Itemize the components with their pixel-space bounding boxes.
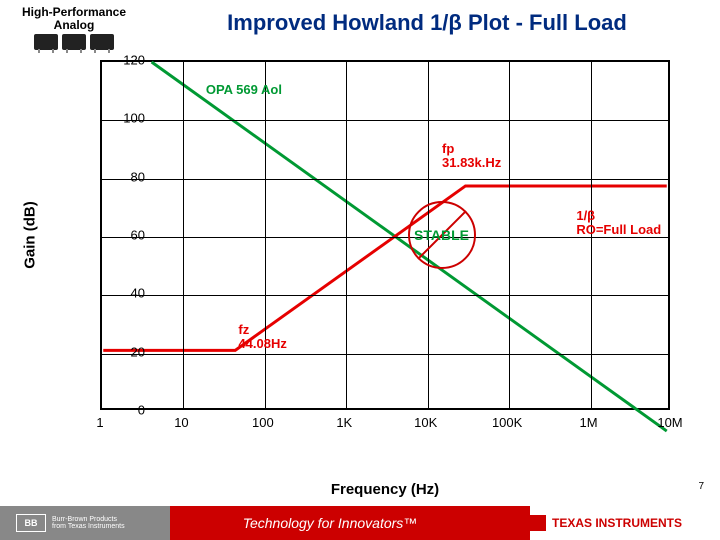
x-tick: 10: [174, 415, 188, 430]
hp-line2: Analog: [6, 19, 142, 32]
header: High-Performance Analog Improved Howland…: [0, 0, 720, 52]
y-tick: 120: [115, 53, 145, 68]
y-axis-label: Gain (dB): [22, 201, 39, 269]
ti-logo: TEXAS INSTRUMENTS: [530, 515, 720, 531]
ti-chip-icon: [530, 515, 546, 531]
chip-icon: [34, 34, 58, 50]
chart-annotation: fz44.08Hz: [238, 323, 286, 352]
page-number: 7: [698, 481, 704, 492]
x-tick: 10M: [657, 415, 682, 430]
chart: Gain (dB) Frequency (Hz) 1101001K10K100K…: [60, 60, 680, 450]
bb-box-icon: BB: [16, 514, 46, 532]
y-tick: 20: [115, 344, 145, 359]
x-tick: 1: [96, 415, 103, 430]
y-tick: 80: [115, 169, 145, 184]
footer-tagline: Technology for Innovators™: [170, 515, 530, 531]
grid-horizontal: [102, 120, 668, 121]
footer: BB Burr-Brown Products from Texas Instru…: [0, 506, 720, 540]
x-tick: 100K: [492, 415, 522, 430]
stable-label: STABLE: [414, 227, 469, 243]
chip-icon: [62, 34, 86, 50]
grid-vertical: [183, 62, 184, 408]
chart-annotation: 1/βRO=Full Load: [576, 209, 661, 238]
grid-horizontal: [102, 354, 668, 355]
hp-analog-badge: High-Performance Analog: [4, 4, 144, 52]
x-axis-label: Frequency (Hz): [331, 481, 439, 498]
bb-text: Burr-Brown Products from Texas Instrumen…: [52, 516, 125, 530]
grid-horizontal: [102, 295, 668, 296]
chart-annotation: OPA 569 Aol: [206, 83, 282, 97]
chip-icon: [90, 34, 114, 50]
x-tick: 100: [252, 415, 274, 430]
x-tick: 1K: [336, 415, 352, 430]
page-title: Improved Howland 1/β Plot - Full Load: [144, 4, 710, 36]
x-tick: 10K: [414, 415, 437, 430]
y-tick: 0: [115, 403, 145, 418]
burr-brown-logo: BB Burr-Brown Products from Texas Instru…: [0, 514, 170, 532]
x-tick: 1M: [580, 415, 598, 430]
grid-vertical: [509, 62, 510, 408]
y-tick: 60: [115, 228, 145, 243]
y-tick: 40: [115, 286, 145, 301]
chart-annotation: fp31.83k.Hz: [442, 142, 501, 171]
chip-icons: [6, 34, 142, 50]
grid-vertical: [265, 62, 266, 408]
grid-horizontal: [102, 179, 668, 180]
y-tick: 100: [115, 111, 145, 126]
grid-vertical: [346, 62, 347, 408]
